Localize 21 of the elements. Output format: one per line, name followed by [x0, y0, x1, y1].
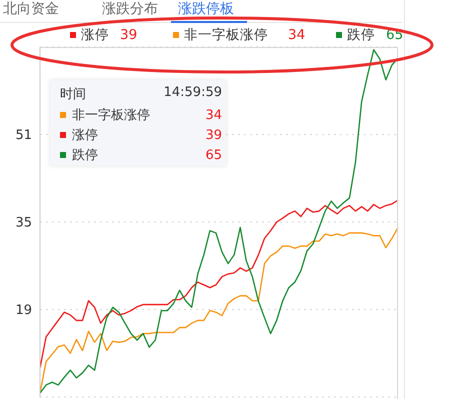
legend-label: 涨停 — [72, 127, 98, 144]
y-tick-label: 35 — [15, 216, 32, 231]
text: 涨跌分布 — [102, 0, 158, 18]
legend-label: 非一字板涨停 — [72, 107, 150, 124]
text: 39 — [120, 27, 138, 43]
text: 非一字板涨停 — [184, 27, 268, 43]
text: 涨停 — [81, 27, 109, 43]
annotation: 时间 — [60, 86, 86, 103]
y-tick-label: 19 — [15, 303, 32, 318]
annotation: 65 — [205, 148, 222, 162]
line-series — [39, 226, 399, 394]
line-series — [39, 199, 399, 369]
legend-label: 跌停 — [72, 147, 98, 164]
text: 涨跌停板 — [178, 0, 234, 18]
text: 跌停 — [347, 27, 375, 43]
text: 34 — [288, 27, 306, 43]
y-tick-label: 51 — [15, 128, 32, 144]
annotation: 34 — [205, 108, 222, 122]
annotation: 39 — [205, 128, 222, 142]
annotation: 14:59:59 — [164, 85, 222, 100]
text: 北向资金 — [3, 0, 59, 18]
